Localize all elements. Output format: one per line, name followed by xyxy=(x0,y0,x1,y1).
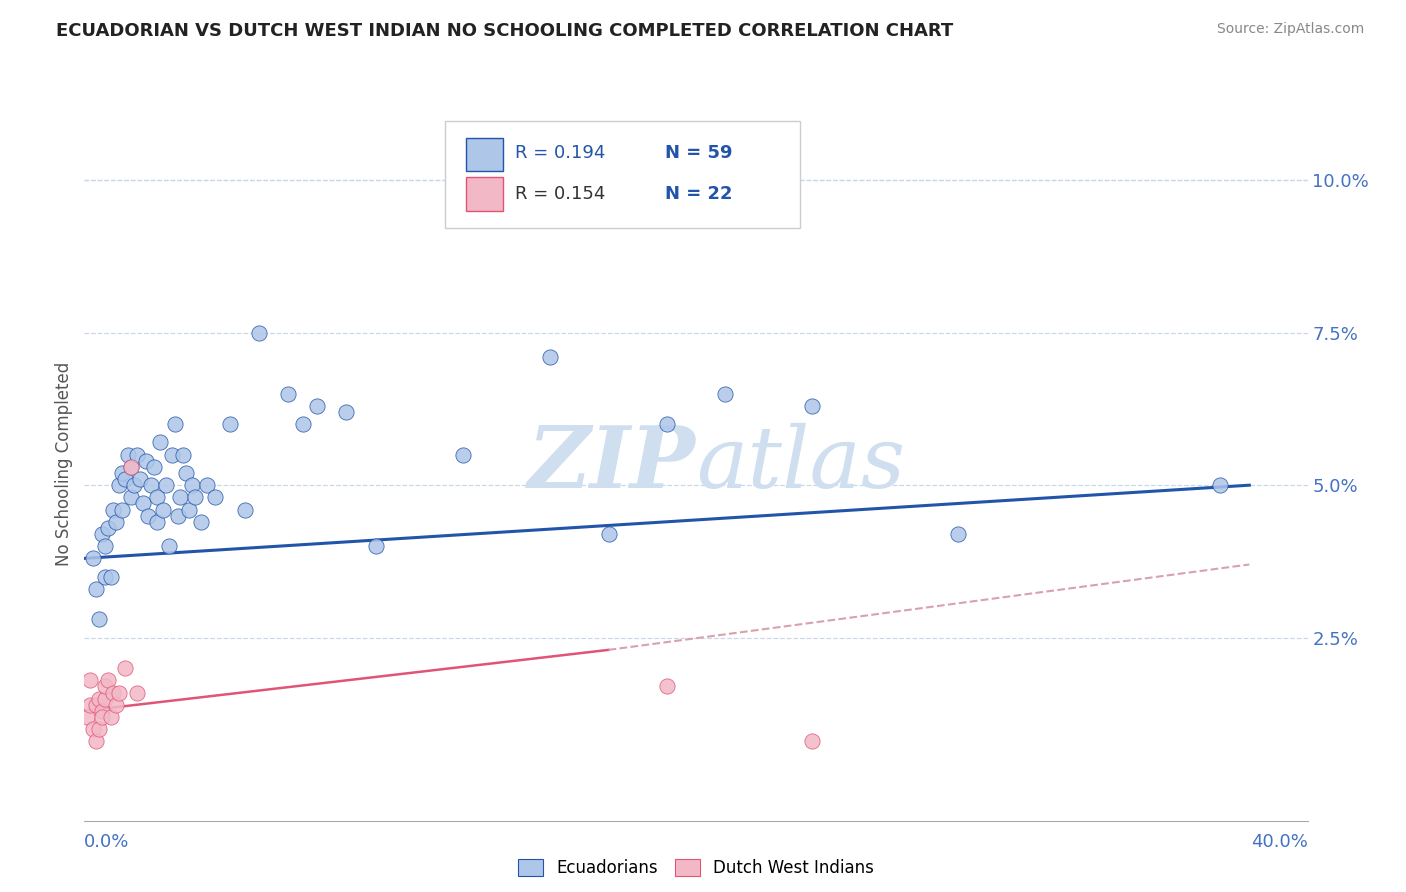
Point xyxy=(105,698,128,712)
Y-axis label: No Schooling Completed: No Schooling Completed xyxy=(55,362,73,566)
Point xyxy=(105,515,128,529)
Point xyxy=(84,734,107,748)
Point xyxy=(100,569,122,583)
Point xyxy=(114,661,136,675)
Point xyxy=(307,399,329,413)
Point xyxy=(93,569,115,583)
Point xyxy=(195,478,218,492)
Point xyxy=(714,386,737,401)
Point xyxy=(90,704,112,718)
Point xyxy=(538,350,561,364)
FancyBboxPatch shape xyxy=(465,137,503,171)
Point xyxy=(141,478,163,492)
Point xyxy=(172,448,194,462)
Point xyxy=(143,459,166,474)
Point xyxy=(128,472,150,486)
Point xyxy=(219,417,242,432)
Point xyxy=(247,326,270,340)
Point xyxy=(169,491,191,505)
Point xyxy=(97,521,120,535)
Point xyxy=(120,459,142,474)
Point xyxy=(174,466,197,480)
Point xyxy=(135,454,157,468)
Point xyxy=(87,612,110,626)
Point xyxy=(157,539,180,553)
Point xyxy=(277,386,299,401)
Point xyxy=(84,698,107,712)
Point xyxy=(100,710,122,724)
Text: ECUADORIAN VS DUTCH WEST INDIAN NO SCHOOLING COMPLETED CORRELATION CHART: ECUADORIAN VS DUTCH WEST INDIAN NO SCHOO… xyxy=(56,22,953,40)
Point xyxy=(79,673,101,688)
Point xyxy=(117,448,139,462)
Point xyxy=(655,417,678,432)
Point xyxy=(335,405,357,419)
Point xyxy=(184,491,207,505)
Point xyxy=(155,478,177,492)
Point xyxy=(103,502,125,516)
Legend: Ecuadorians, Dutch West Indians: Ecuadorians, Dutch West Indians xyxy=(512,852,880,884)
Point xyxy=(82,722,104,736)
FancyBboxPatch shape xyxy=(446,121,800,228)
Point xyxy=(122,478,145,492)
Point xyxy=(93,691,115,706)
Point xyxy=(181,478,204,492)
Point xyxy=(108,685,131,699)
Point xyxy=(655,680,678,694)
Point xyxy=(120,459,142,474)
Point xyxy=(90,710,112,724)
Point xyxy=(451,448,474,462)
Point xyxy=(120,491,142,505)
Text: 40.0%: 40.0% xyxy=(1251,833,1308,852)
Point xyxy=(233,502,256,516)
Text: atlas: atlas xyxy=(696,423,905,505)
Point xyxy=(166,508,188,523)
Point xyxy=(84,582,107,596)
Text: R = 0.194: R = 0.194 xyxy=(515,145,606,162)
Point xyxy=(190,515,212,529)
Point xyxy=(108,478,131,492)
Text: Source: ZipAtlas.com: Source: ZipAtlas.com xyxy=(1216,22,1364,37)
FancyBboxPatch shape xyxy=(465,177,503,211)
Point xyxy=(149,435,172,450)
Text: N = 22: N = 22 xyxy=(665,186,733,203)
Point xyxy=(79,698,101,712)
Point xyxy=(179,502,201,516)
Point xyxy=(125,685,148,699)
Point xyxy=(160,448,183,462)
Point xyxy=(801,399,824,413)
Point xyxy=(364,539,387,553)
Point xyxy=(204,491,226,505)
Point xyxy=(801,734,824,748)
Point xyxy=(87,691,110,706)
Point xyxy=(87,722,110,736)
Point xyxy=(76,710,98,724)
Text: 0.0%: 0.0% xyxy=(84,833,129,852)
Point xyxy=(103,685,125,699)
Point xyxy=(111,466,134,480)
Text: R = 0.154: R = 0.154 xyxy=(515,186,606,203)
Point xyxy=(111,502,134,516)
Point xyxy=(163,417,186,432)
Point xyxy=(152,502,174,516)
Point xyxy=(93,539,115,553)
Point xyxy=(1209,478,1232,492)
Point xyxy=(97,673,120,688)
Point xyxy=(131,496,153,510)
Point xyxy=(125,448,148,462)
Point xyxy=(138,508,160,523)
Point xyxy=(82,551,104,566)
Point xyxy=(90,527,112,541)
Point xyxy=(114,472,136,486)
Point xyxy=(946,527,969,541)
Point xyxy=(146,515,169,529)
Point xyxy=(291,417,314,432)
Point xyxy=(146,491,169,505)
Text: ZIP: ZIP xyxy=(529,422,696,506)
Text: N = 59: N = 59 xyxy=(665,145,733,162)
Point xyxy=(93,680,115,694)
Point xyxy=(598,527,620,541)
